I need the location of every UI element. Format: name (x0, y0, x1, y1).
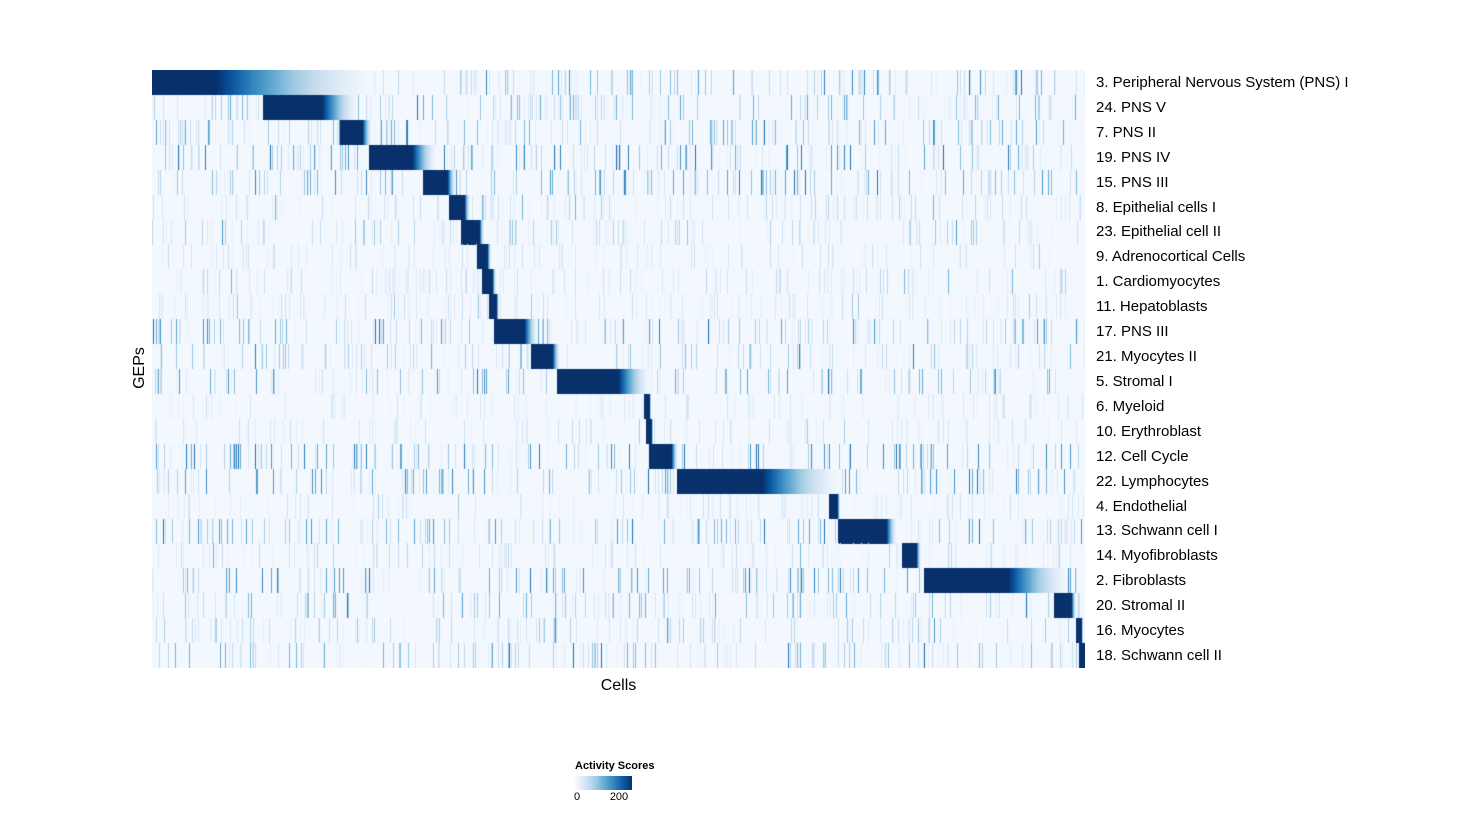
gep-row-label: 3. Peripheral Nervous System (PNS) I (1096, 73, 1349, 91)
gep-row-label: 5. Stromal I (1096, 372, 1173, 390)
colorbar-legend: Activity Scores 0 200 (574, 760, 715, 805)
gep-row-label: 19. PNS IV (1096, 148, 1171, 166)
gep-row-label: 16. Myocytes (1096, 622, 1185, 640)
gep-row-label: 11. Hepatoblasts (1096, 298, 1208, 316)
gep-row-label: 18. Schwann cell II (1096, 647, 1222, 665)
gep-row-label: 7. PNS II (1096, 123, 1157, 141)
gep-row-label: 4. Endothelial (1096, 497, 1187, 515)
colorbar-tick-min: 0 (574, 791, 581, 803)
gep-row-label: 15. PNS III (1096, 173, 1169, 191)
colorbar-gradient (575, 776, 632, 790)
gep-row-label: 6. Myeloid (1096, 397, 1165, 415)
gep-row-label: 22. Lymphocytes (1096, 472, 1209, 490)
gep-row-label: 9. Adrenocortical Cells (1096, 248, 1246, 266)
gep-row-label: 1. Cardiomyocytes (1096, 273, 1221, 291)
gep-row-label: 23. Epithelial cell II (1096, 223, 1222, 241)
y-axis-label: GEPs (131, 347, 148, 389)
gep-row-label: 21. Myocytes II (1096, 348, 1197, 366)
gep-row-label: 20. Stromal II (1096, 597, 1186, 615)
gep-row-label: 2. Fibroblasts (1096, 572, 1187, 590)
row-labels: 3. Peripheral Nervous System (PNS) I 24. … (1096, 70, 1451, 668)
colorbar-tick-max: 200 (609, 791, 629, 803)
x-axis-label: Cells (600, 677, 637, 694)
gep-row-label: 12. Cell Cycle (1096, 447, 1189, 465)
gep-row-label: 14. Myofibroblasts (1096, 547, 1218, 565)
gep-row-label: 13. Schwann cell I (1096, 522, 1218, 540)
gep-row-label: 17. PNS III (1096, 323, 1169, 341)
colorbar-ticks: 0 200 (574, 791, 715, 805)
gep-row-label: 24. PNS V (1096, 98, 1167, 116)
gep-row-label: 8. Epithelial cells I (1096, 198, 1217, 216)
heatmap-canvas (152, 70, 1085, 668)
colorbar-title: Activity Scores (575, 760, 655, 772)
gep-row-label: 10. Erythroblast (1096, 422, 1202, 440)
